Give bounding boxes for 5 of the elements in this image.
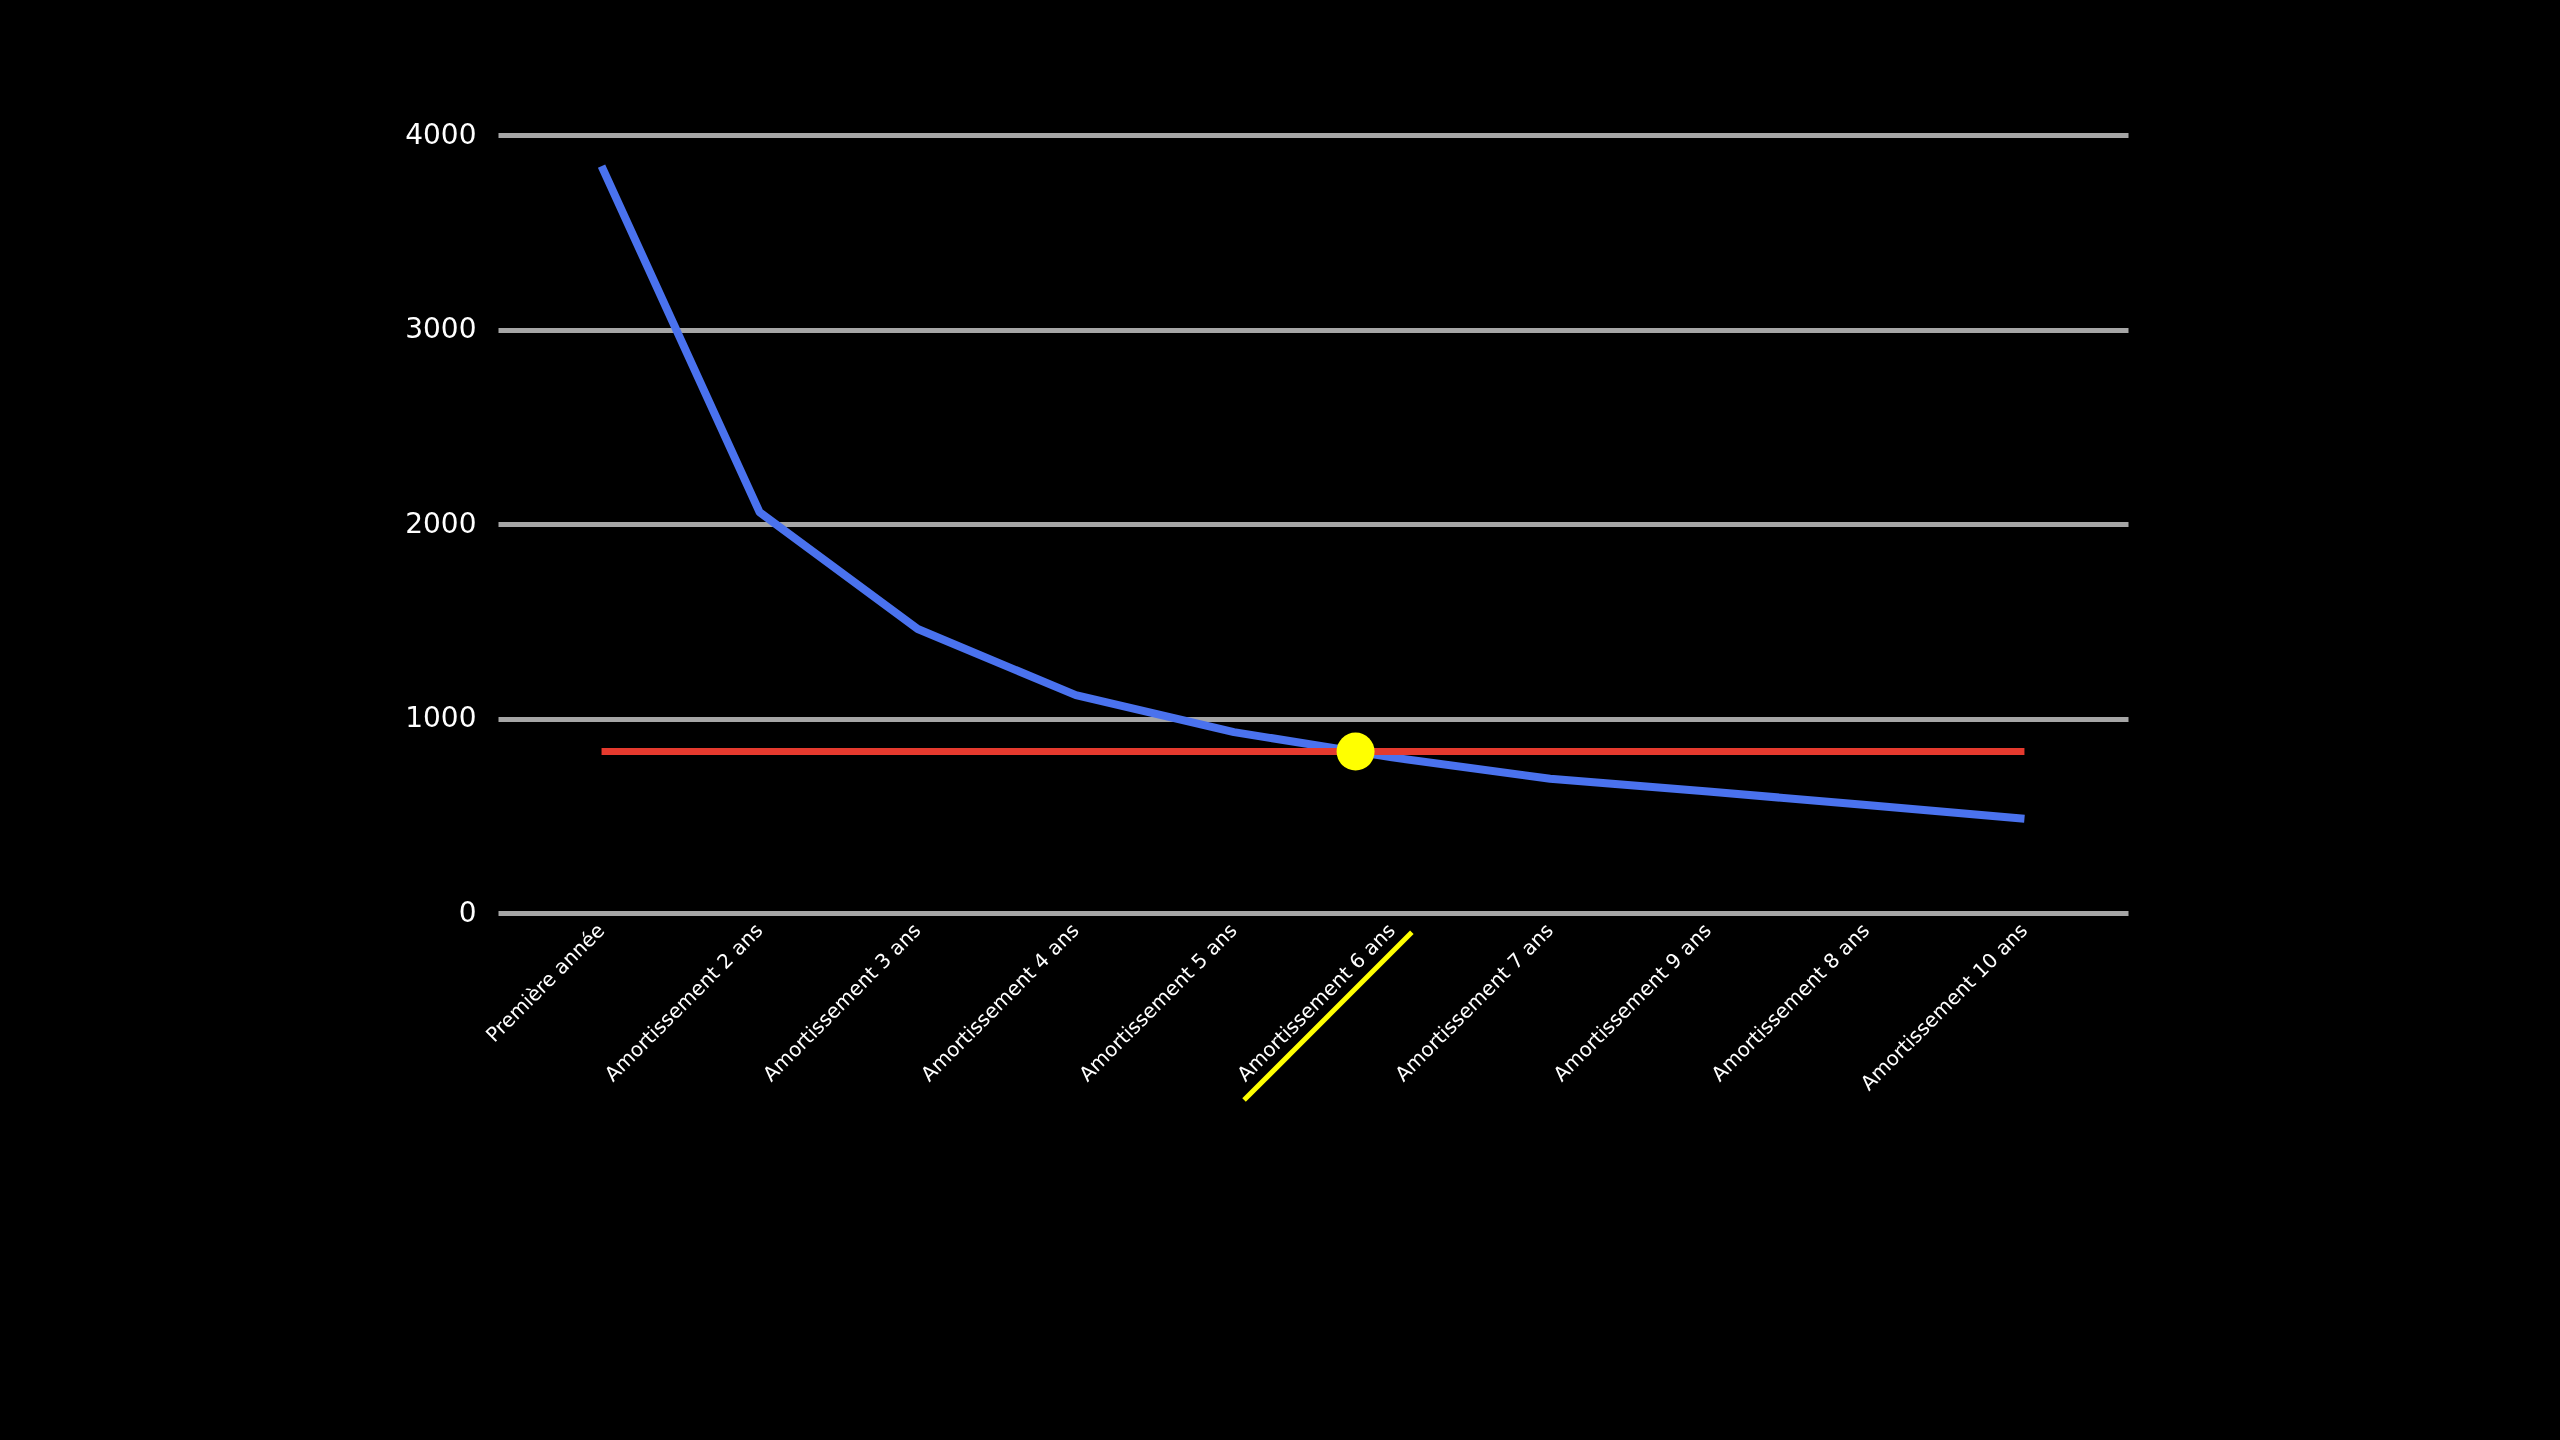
y-tick-label: 3000 <box>405 312 477 345</box>
y-tick-label: 1000 <box>405 701 477 734</box>
y-tick-label: 2000 <box>405 506 477 540</box>
y-tick-label: 4000 <box>405 117 477 151</box>
y-tick-label: 0 <box>458 895 477 929</box>
